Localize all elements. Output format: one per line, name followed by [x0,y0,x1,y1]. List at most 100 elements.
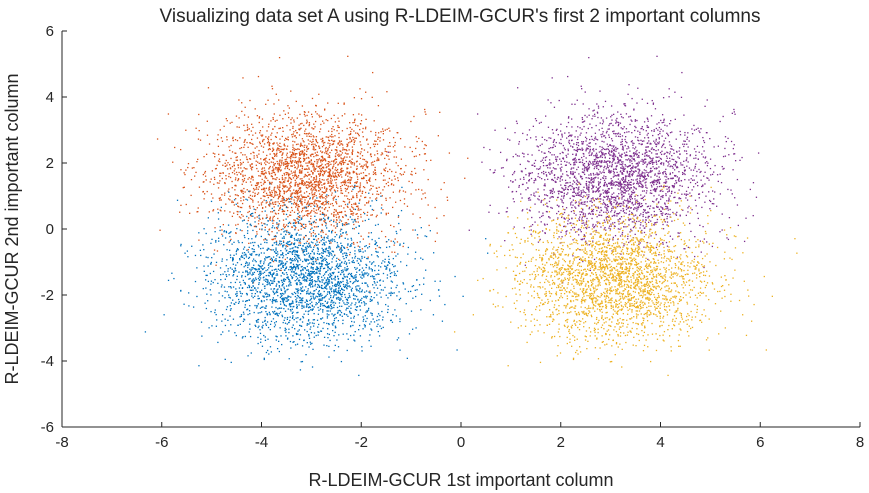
data-point [294,173,296,175]
data-point [283,192,285,195]
data-point [293,164,295,166]
data-point [234,168,236,170]
data-point [347,248,349,251]
data-point [341,167,343,170]
data-point [312,271,314,273]
data-point [229,235,231,238]
data-point [317,306,319,309]
data-point [303,275,305,277]
data-point [274,168,276,170]
data-point [203,181,205,183]
data-point [316,268,318,271]
data-point [287,173,290,175]
data-point [249,273,251,275]
data-point [262,272,264,275]
data-point [290,154,293,156]
data-point [362,158,364,160]
data-point [294,246,296,248]
data-point [392,146,395,148]
data-point [334,155,337,157]
data-point [337,211,339,214]
data-point [301,302,303,304]
data-point [327,161,330,163]
data-point [205,153,208,155]
data-point [323,208,326,210]
data-point [236,249,238,251]
data-point [299,244,302,246]
data-point [294,222,297,224]
data-point [307,313,310,315]
data-point [344,224,346,226]
data-point [302,153,304,156]
data-point [308,121,311,124]
data-point [309,284,311,287]
data-point [248,262,250,264]
data-point [261,289,263,291]
data-point [286,318,289,321]
data-point [248,217,250,219]
data-point [326,163,328,165]
data-point [371,299,373,302]
data-point [318,285,321,288]
data-point [334,179,336,181]
data-point [285,165,288,167]
data-point [243,124,245,127]
data-point [294,295,297,298]
data-point [248,264,250,266]
data-point [360,216,362,218]
data-point [331,261,333,263]
data-point [242,320,245,323]
data-point [196,161,198,163]
data-point [202,173,205,176]
data-point [353,243,355,245]
data-point [245,254,247,256]
data-point [258,255,260,257]
data-point [319,266,322,268]
data-point [248,196,250,199]
data-point [191,245,193,247]
data-point [256,115,259,117]
data-point [286,231,288,233]
data-point [268,353,270,355]
data-point [252,179,254,181]
data-point [424,192,426,194]
data-point [219,197,221,199]
data-point [339,247,341,249]
data-point [321,281,323,283]
data-point [297,204,299,206]
data-point [311,270,313,273]
data-point [259,130,262,132]
data-point [407,290,410,293]
data-point [363,269,365,271]
data-point [290,198,292,200]
data-point [345,287,348,289]
data-point [269,183,271,185]
data-point [330,175,333,178]
data-point [390,291,392,293]
data-point [330,213,333,215]
data-point [282,241,285,244]
data-point [393,242,396,244]
data-point [262,283,264,285]
data-point [273,158,275,160]
data-point [278,168,281,170]
data-point [279,256,281,259]
data-point [361,155,364,157]
data-point [343,181,345,184]
data-point [278,148,280,150]
data-point [467,157,469,159]
data-point [267,256,270,258]
data-point [308,335,310,337]
data-point [420,309,422,311]
data-point [348,278,351,280]
data-point [347,181,349,184]
data-point [206,190,208,193]
data-point [218,158,221,160]
data-point [333,189,336,191]
data-point [393,274,396,276]
data-point [260,243,262,245]
data-point [394,141,396,144]
data-point [325,285,327,287]
data-point [217,218,220,220]
data-point [306,214,308,216]
